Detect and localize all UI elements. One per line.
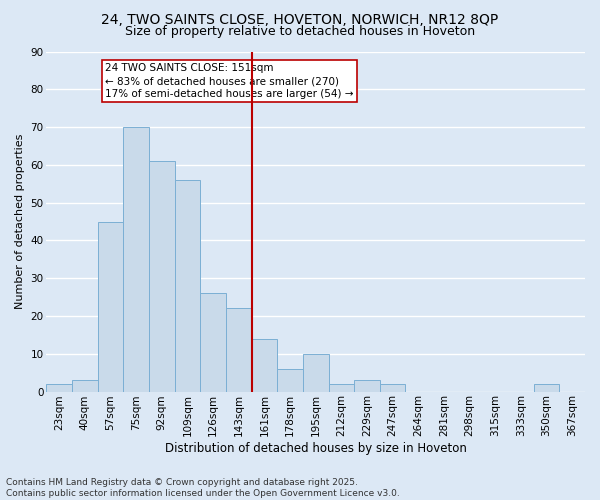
Text: Contains HM Land Registry data © Crown copyright and database right 2025.
Contai: Contains HM Land Registry data © Crown c…	[6, 478, 400, 498]
Bar	[534, 384, 559, 392]
Text: Size of property relative to detached houses in Hoveton: Size of property relative to detached ho…	[125, 25, 475, 38]
Bar	[175, 180, 200, 392]
Bar	[277, 369, 303, 392]
Bar	[72, 380, 98, 392]
Bar	[200, 294, 226, 392]
Bar	[46, 384, 72, 392]
Bar	[251, 338, 277, 392]
Bar	[124, 127, 149, 392]
Text: 24 TWO SAINTS CLOSE: 151sqm
← 83% of detached houses are smaller (270)
17% of se: 24 TWO SAINTS CLOSE: 151sqm ← 83% of det…	[106, 63, 354, 99]
Bar	[329, 384, 354, 392]
Bar	[380, 384, 406, 392]
X-axis label: Distribution of detached houses by size in Hoveton: Distribution of detached houses by size …	[165, 442, 467, 455]
Bar	[226, 308, 251, 392]
Text: 24, TWO SAINTS CLOSE, HOVETON, NORWICH, NR12 8QP: 24, TWO SAINTS CLOSE, HOVETON, NORWICH, …	[101, 12, 499, 26]
Bar	[149, 161, 175, 392]
Bar	[303, 354, 329, 392]
Y-axis label: Number of detached properties: Number of detached properties	[15, 134, 25, 309]
Bar	[98, 222, 124, 392]
Bar	[354, 380, 380, 392]
